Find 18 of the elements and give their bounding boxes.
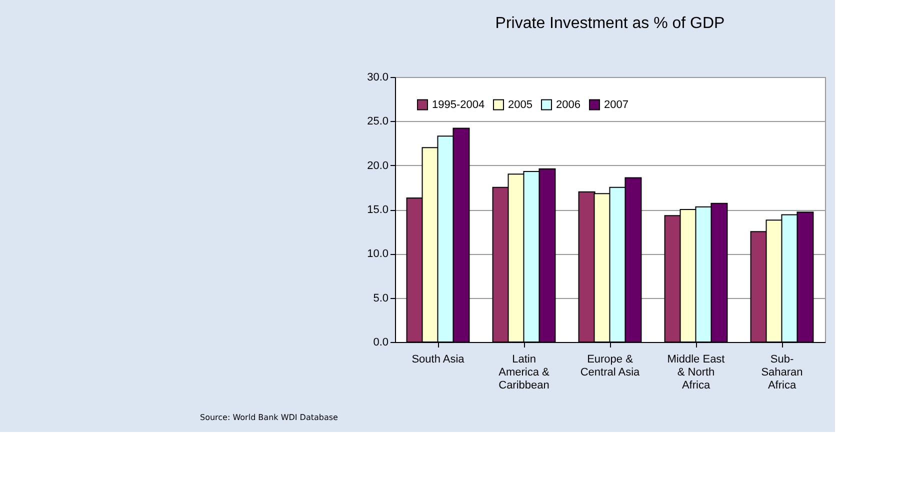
x-tick-label: Latin America & Caribbean: [498, 354, 550, 392]
x-tick-label: Middle East & North Africa: [667, 354, 725, 392]
legend-label: 1995-2004: [432, 98, 485, 111]
legend-label: 2006: [556, 98, 580, 111]
y-tick-label: 0.0: [373, 336, 388, 348]
y-tick-label: 30.0: [367, 72, 388, 84]
legend-label: 2005: [508, 98, 532, 111]
x-tick-label: Sub- Saharan Africa: [761, 354, 803, 392]
y-tick-label: 5.0: [373, 292, 388, 304]
legend-label: 2007: [604, 98, 628, 111]
x-tick-label: South Asia: [412, 354, 466, 366]
x-tick-label: Europe & Central Asia: [580, 354, 641, 378]
y-tick-label: 15.0: [367, 204, 388, 216]
source-note: Source: World Bank WDI Database: [200, 413, 338, 422]
y-tick-label: 25.0: [367, 116, 388, 128]
y-tick-label: 20.0: [367, 160, 388, 172]
y-tick-label: 10.0: [367, 248, 388, 260]
chart-title: Private Investment as % of GDP: [495, 15, 725, 32]
